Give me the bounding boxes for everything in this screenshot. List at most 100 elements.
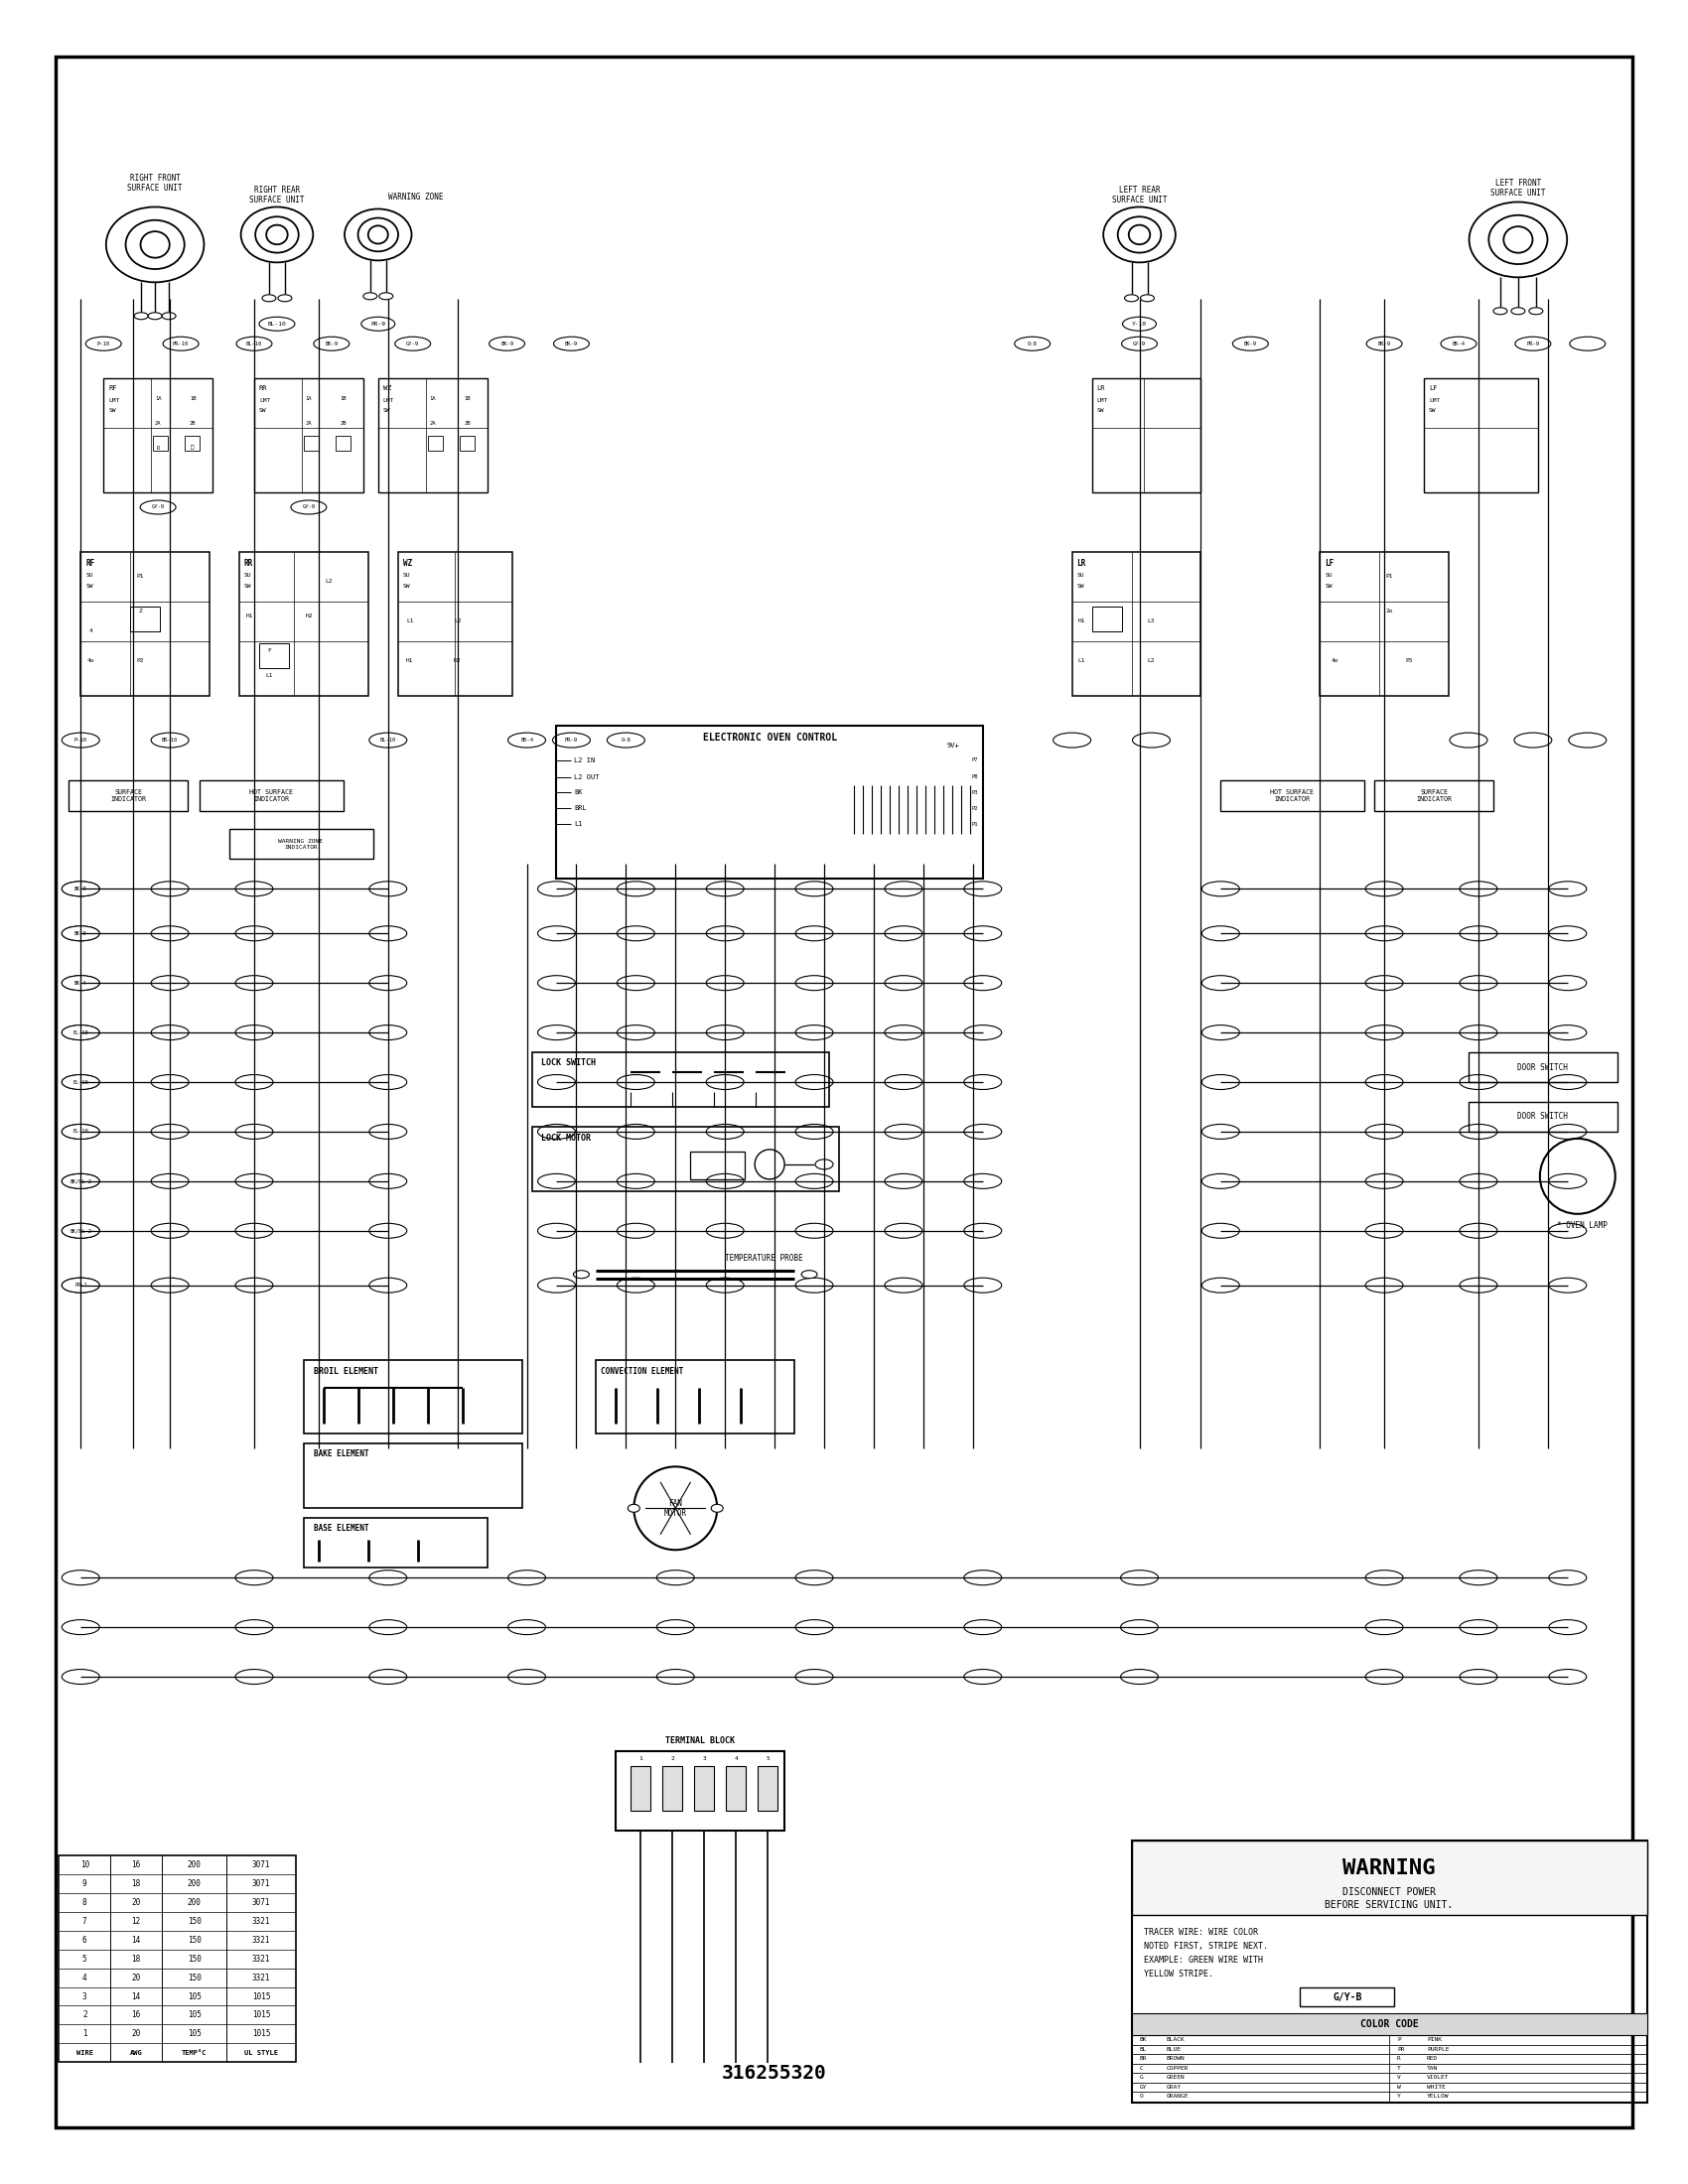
Ellipse shape	[1202, 1278, 1239, 1293]
Text: P: P	[1398, 2038, 1401, 2042]
Bar	[1092, 378, 1200, 491]
Ellipse shape	[618, 1024, 655, 1040]
Text: CONVECTION ELEMENT: CONVECTION ELEMENT	[601, 1367, 684, 1376]
Text: GY-9: GY-9	[152, 505, 164, 509]
Text: TERMINAL BLOCK: TERMINAL BLOCK	[665, 1736, 734, 1745]
Text: WIRE: WIRE	[76, 2051, 93, 2055]
Ellipse shape	[706, 976, 744, 989]
Ellipse shape	[370, 926, 407, 941]
Text: BK-9: BK-9	[74, 887, 86, 891]
Ellipse shape	[795, 976, 834, 989]
Text: P1: P1	[137, 574, 143, 579]
Text: AWG: AWG	[130, 2051, 142, 2055]
Ellipse shape	[1366, 1024, 1403, 1040]
Ellipse shape	[370, 1621, 407, 1634]
Ellipse shape	[1550, 1075, 1587, 1090]
Ellipse shape	[164, 336, 199, 352]
Text: G/Y-B: G/Y-B	[1334, 1992, 1362, 2003]
Ellipse shape	[314, 336, 349, 352]
Text: L2: L2	[324, 579, 333, 583]
Ellipse shape	[1550, 1570, 1587, 1586]
Text: ORANGE: ORANGE	[1166, 2094, 1188, 2099]
Text: 4: 4	[89, 629, 93, 633]
Text: 9: 9	[83, 1878, 88, 1887]
Ellipse shape	[235, 1621, 273, 1634]
Bar	[230, 830, 373, 858]
Text: 2B: 2B	[464, 422, 471, 426]
Ellipse shape	[964, 976, 1001, 989]
Bar	[1374, 780, 1494, 812]
Bar	[532, 1053, 829, 1107]
Text: 1015: 1015	[252, 2011, 270, 2020]
Ellipse shape	[1550, 1621, 1587, 1634]
Text: SW: SW	[1097, 408, 1104, 413]
Ellipse shape	[885, 1024, 922, 1040]
Bar	[1131, 2055, 1389, 2064]
Text: GY: GY	[1139, 2084, 1146, 2090]
Text: L1: L1	[574, 821, 582, 828]
Ellipse shape	[62, 1278, 100, 1293]
Text: P7: P7	[971, 758, 977, 762]
Text: TAN: TAN	[1426, 2066, 1438, 2070]
Ellipse shape	[1366, 1669, 1403, 1684]
Ellipse shape	[1232, 336, 1268, 352]
Ellipse shape	[574, 1271, 589, 1278]
Text: TEMPERATURE PROBE: TEMPERATURE PROBE	[726, 1254, 803, 1262]
Ellipse shape	[508, 1669, 545, 1684]
Text: SU: SU	[1325, 572, 1332, 579]
Text: BLUE: BLUE	[1166, 2046, 1182, 2053]
Ellipse shape	[1460, 1570, 1497, 1586]
Ellipse shape	[1460, 1223, 1497, 1238]
Ellipse shape	[235, 1075, 273, 1090]
Bar	[694, 1767, 714, 1811]
Ellipse shape	[62, 1024, 100, 1040]
Ellipse shape	[370, 1223, 407, 1238]
Ellipse shape	[1460, 1075, 1497, 1090]
Ellipse shape	[711, 1505, 722, 1511]
Ellipse shape	[370, 1570, 407, 1586]
Ellipse shape	[1366, 1570, 1403, 1586]
Ellipse shape	[538, 1278, 576, 1293]
Ellipse shape	[618, 1075, 655, 1090]
Bar	[69, 780, 187, 812]
Ellipse shape	[795, 1621, 834, 1634]
Ellipse shape	[363, 293, 376, 299]
Bar	[260, 642, 289, 668]
Ellipse shape	[1366, 1125, 1403, 1140]
Text: 2B: 2B	[189, 422, 196, 426]
Text: H1: H1	[245, 614, 253, 618]
Bar	[1389, 2084, 1647, 2092]
Text: LF: LF	[1325, 559, 1334, 568]
Text: SU: SU	[1077, 572, 1084, 579]
Text: 1A: 1A	[429, 395, 436, 400]
Ellipse shape	[150, 976, 189, 989]
Text: Y: Y	[1398, 2094, 1401, 2099]
Bar	[1131, 1841, 1647, 1915]
Bar	[616, 1752, 785, 1830]
Text: 3071: 3071	[252, 1878, 270, 1887]
Text: L2: L2	[1148, 657, 1155, 664]
Text: BR-10: BR-10	[162, 738, 177, 743]
Bar	[1131, 1841, 1647, 2103]
Text: P-10: P-10	[74, 738, 88, 743]
Bar	[1131, 2044, 1389, 2055]
Ellipse shape	[618, 976, 655, 989]
Text: C: C	[1139, 2066, 1143, 2070]
Text: 2: 2	[670, 1756, 675, 1762]
Text: P3: P3	[971, 791, 977, 795]
Bar	[304, 1518, 488, 1568]
Ellipse shape	[235, 1125, 273, 1140]
Bar	[1389, 2055, 1647, 2064]
Bar	[1131, 2073, 1389, 2084]
Ellipse shape	[361, 317, 395, 330]
Ellipse shape	[795, 1024, 834, 1040]
Text: BLACK: BLACK	[1166, 2038, 1185, 2042]
Text: BR: BR	[1139, 2057, 1146, 2062]
Ellipse shape	[1550, 1173, 1587, 1188]
Text: P5: P5	[1406, 657, 1413, 664]
Ellipse shape	[795, 1223, 834, 1238]
Text: L2: L2	[454, 618, 461, 625]
Ellipse shape	[150, 1024, 189, 1040]
Ellipse shape	[815, 1160, 834, 1168]
Bar	[1131, 2035, 1389, 2044]
